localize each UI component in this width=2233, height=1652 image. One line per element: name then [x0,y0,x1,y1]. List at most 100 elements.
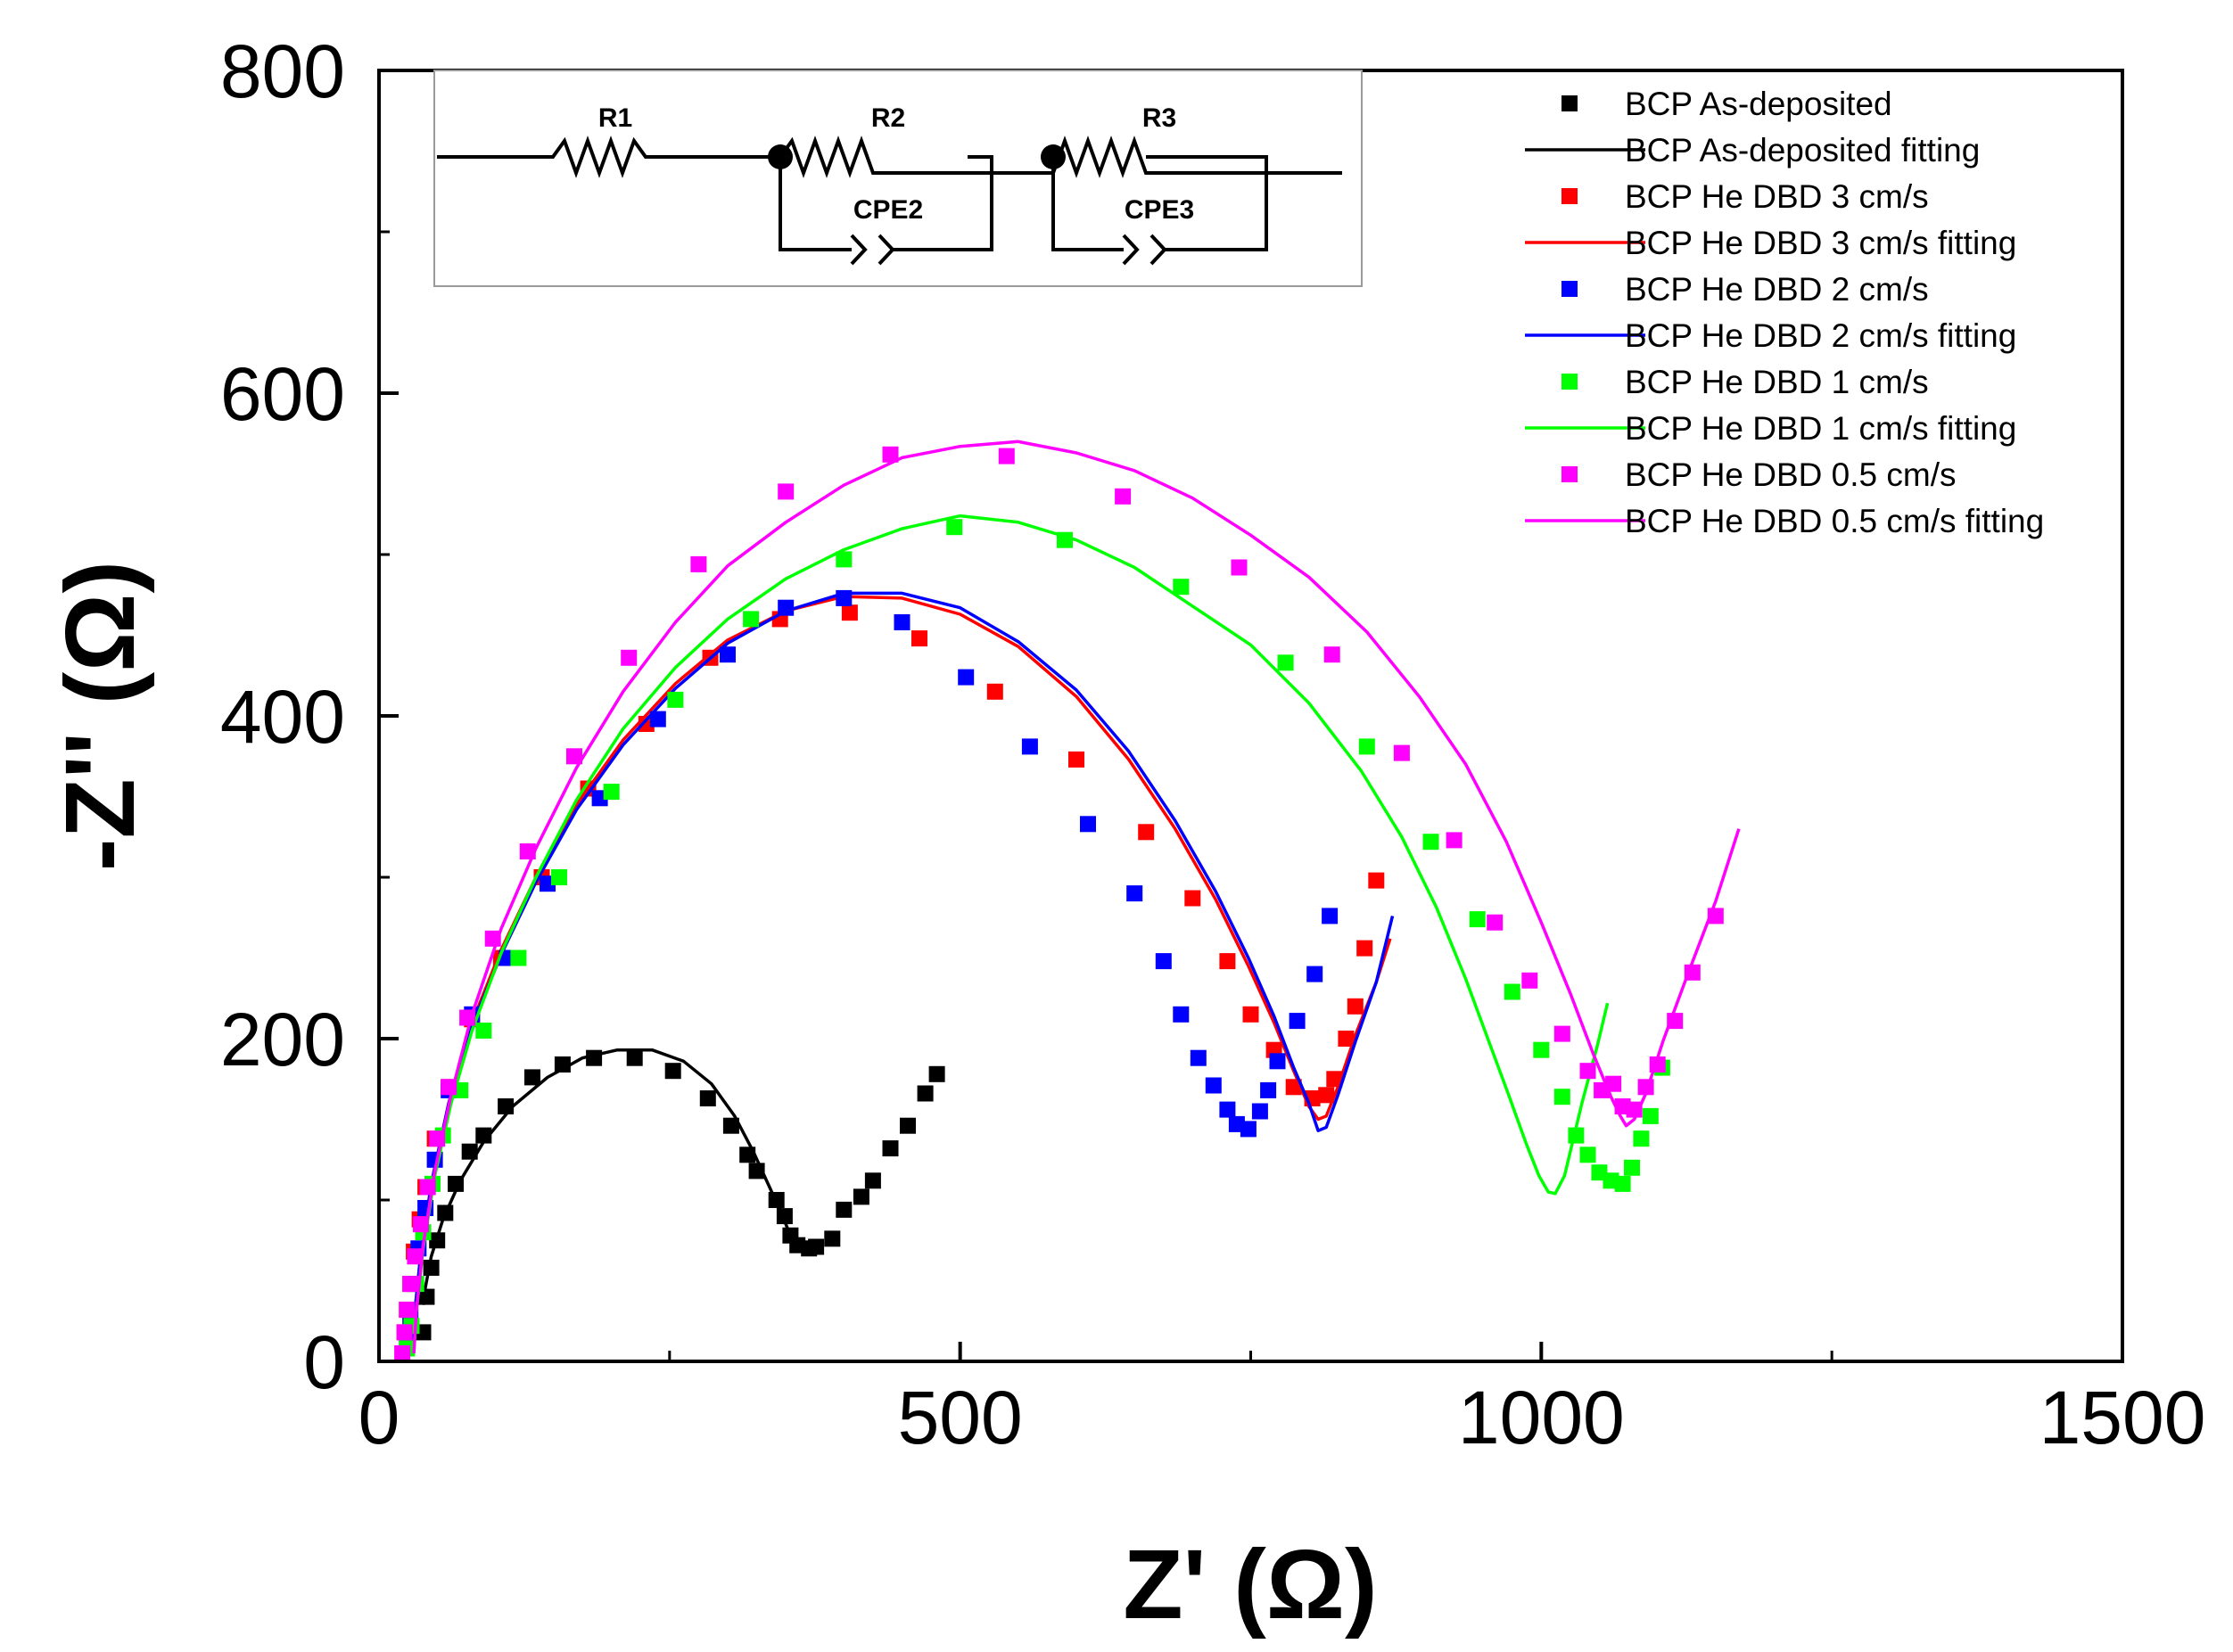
x-axis-title: Z' (Ω) [1123,1530,1377,1640]
data-point [1322,908,1339,925]
data-point [998,448,1015,464]
data-point [475,1127,492,1144]
data-point [1126,885,1143,902]
data-point [402,1276,419,1293]
data-point [911,630,927,647]
data-point [986,683,1003,700]
data-point [1614,1175,1631,1192]
data-point [667,691,684,708]
data-point [699,1090,716,1106]
legend-item: BCP He DBD 0.5 cm/s [1561,456,1956,493]
data-point [1277,654,1294,671]
cpe2-branch-wire [779,155,993,251]
fit-line [421,1048,817,1305]
legend-label: BCP He DBD 0.5 cm/s [1625,456,1956,493]
fit-line [412,440,1741,1354]
data-point [1190,1049,1207,1066]
series-8 [394,446,1724,1361]
legend-label: BCP He DBD 3 cm/s [1625,178,1929,215]
data-point [853,1188,869,1205]
data-point [882,446,899,463]
circuit-label-cpe2: CPE2 [853,195,923,225]
data-point [1579,1063,1596,1080]
data-point [1115,488,1132,505]
x-tick-label: 0 [358,1376,400,1459]
data-point [946,519,963,536]
series-1 [421,1048,817,1305]
legend-marker-swatch [1561,374,1578,390]
data-point [836,1201,853,1218]
fit-line [412,514,1610,1354]
data-point [399,1302,416,1319]
circuit-main-wire [437,136,1342,178]
data-point [566,748,582,765]
data-point [1021,738,1038,755]
x-tick-label: 1500 [2039,1376,2206,1459]
series-9 [412,440,1741,1354]
data-point [551,869,567,885]
data-point [690,555,707,572]
data-point [900,1117,916,1134]
data-point [1269,1053,1286,1070]
circuit-label-r2: R2 [871,103,905,133]
data-point [958,669,975,686]
data-point [664,1063,681,1080]
series-4 [399,589,1339,1351]
data-point [1504,983,1520,1000]
y-axis-title: -Z'' (Ω) [45,561,155,871]
data-point [510,949,527,966]
data-point [1422,834,1439,851]
data-point [1553,1025,1570,1042]
fit-line [409,591,1395,1354]
x-tick-label: 500 [898,1376,1023,1459]
data-point [1633,1130,1650,1147]
data-point [917,1085,934,1102]
data-point [882,1140,899,1157]
data-point [524,1069,540,1086]
data-point [603,784,620,801]
data-point [649,711,666,727]
data-point [1624,1159,1640,1176]
legend-item: BCP As-deposited fitting [1525,132,1980,168]
data-point [1642,1107,1659,1124]
data-point [1553,1089,1570,1105]
y-tick-label: 200 [220,998,345,1081]
data-point [1219,1101,1236,1118]
data-point [396,1324,413,1341]
data-point [1231,559,1248,576]
x-tick-label: 1000 [1458,1376,1625,1459]
data-point [1356,940,1373,957]
data-point [1446,832,1463,849]
series-6 [399,519,1670,1357]
cpe3-branch-wire [1051,155,1268,251]
data-point [894,614,911,630]
series-0 [415,1049,945,1341]
data-point [778,483,795,500]
circuit-node-1 [768,144,793,169]
series-layer [394,440,1741,1361]
y-tick-label: 800 [220,29,345,113]
legend-item: BCP He DBD 1 cm/s [1561,364,1929,400]
equivalent-circuit-inset: R1 R2 CPE2 R3 CPE3 [433,70,1363,287]
data-point [1521,972,1538,989]
data-point [1605,1075,1622,1092]
data-point [1347,998,1364,1015]
series-3 [409,595,1392,1354]
legend-label: BCP As-deposited fitting [1625,132,1980,168]
data-point [720,646,736,663]
legend-item: BCP He DBD 0.5 cm/s fitting [1525,503,2044,539]
data-point [1242,1006,1259,1023]
data-point [1358,738,1375,755]
data-point [1260,1081,1277,1098]
data-point [1289,1013,1306,1030]
data-point [407,1248,424,1265]
cpe3-symbol [1122,234,1167,266]
legend: BCP As-deposited BCP As-deposited fitting… [1525,86,2044,539]
legend-item: BCP He DBD 1 cm/s fitting [1525,410,2016,447]
data-point [1487,914,1504,931]
circuit-label-r3: R3 [1142,103,1176,133]
fit-line [409,595,1392,1354]
data-point [864,1172,881,1189]
legend-item: BCP As-deposited [1561,86,1892,122]
